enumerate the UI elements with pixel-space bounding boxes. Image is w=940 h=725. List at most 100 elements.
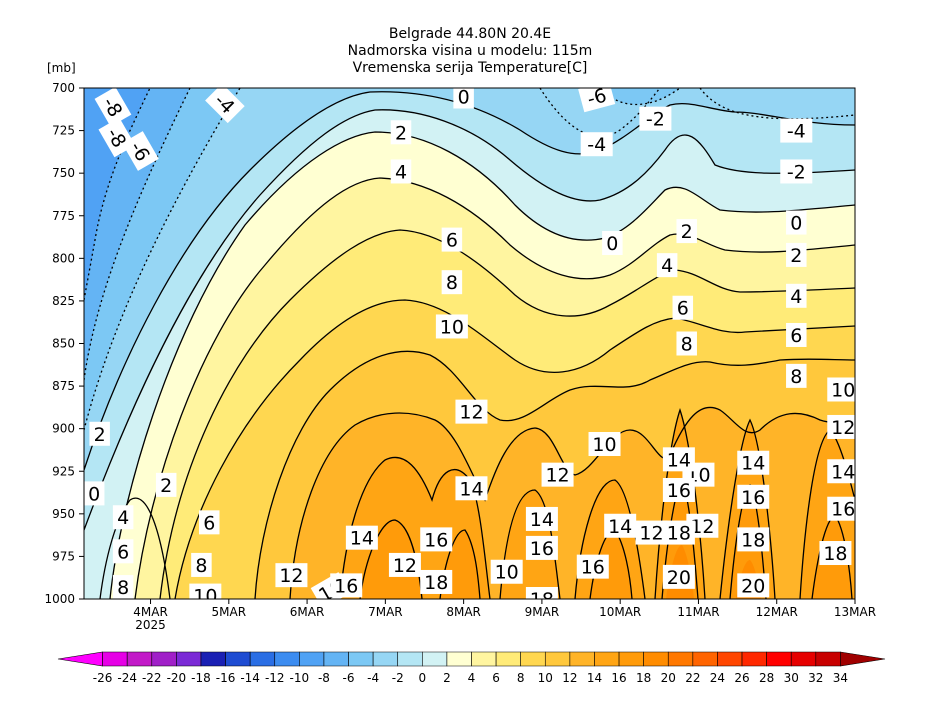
contour-label: 10 [189, 583, 222, 608]
contour-label: 10 [827, 377, 855, 402]
colorbar-label: -26 [93, 671, 113, 685]
contour-label-text: 6 [790, 325, 802, 347]
isoline-6 [134, 177, 855, 599]
contour-label: 16 [827, 496, 855, 521]
contour-label-text: 4 [790, 286, 802, 308]
x-tick-label: 5MAR [212, 605, 247, 619]
contour-label-text: 16 [424, 529, 448, 551]
contour-label: 8 [441, 270, 463, 295]
x-tick-label: 12MAR [756, 605, 798, 619]
colorbar-label: 32 [808, 671, 823, 685]
contour-label: 12 [635, 520, 668, 545]
contour-label-box [455, 476, 488, 501]
contour-label-text: 18 [667, 523, 691, 545]
isoline-minus-4 [84, 88, 191, 381]
y-tick-label: 900 [52, 422, 75, 436]
contour-label: 16 [525, 535, 558, 560]
contour-label-box [786, 283, 807, 308]
colorbar-swatch [692, 651, 718, 667]
colorbar-label: -24 [117, 671, 137, 685]
y-tick-label: 725 [52, 124, 75, 138]
colorbar-swatch [840, 651, 886, 667]
colorbar-swatch [323, 651, 349, 667]
contour-label: 10 [588, 431, 621, 456]
isoline-minus-6 [84, 88, 151, 301]
contour-label-box [84, 481, 105, 506]
contour-label-text: 0 [88, 483, 100, 505]
contour-label-box [388, 552, 421, 577]
contour-label-text: 12 [393, 555, 417, 577]
contour-label-box [94, 88, 132, 127]
contour-label-text: 10 [193, 586, 217, 608]
colorbar-label: 12 [562, 671, 577, 685]
contour-label-text: 8 [681, 334, 693, 356]
colorbar-swatch [299, 651, 325, 667]
colorbar-swatch [471, 651, 497, 667]
contour-label-box [390, 159, 412, 184]
colorbar-swatch [126, 651, 153, 667]
colorbar-label: 6 [492, 671, 500, 685]
contour-label-box [198, 510, 220, 535]
contour-label-box [525, 506, 558, 531]
contour-label-text: 4 [661, 255, 673, 277]
contour-label-box [786, 363, 807, 388]
contour-label-box [639, 106, 672, 131]
colorbar-label: 24 [710, 671, 725, 685]
contour-label-box [420, 527, 453, 552]
band-18 [360, 480, 852, 599]
y-axis: 700 725 750 775 800 825 850 875 900 925 950 975 1000 [44, 81, 84, 606]
contour-label: 6 [198, 510, 220, 535]
colorbar-swatch [667, 651, 694, 667]
contour-label-text: -2 [646, 109, 665, 131]
contour-label: 12 [827, 414, 855, 439]
colorbar-swatch [790, 651, 817, 667]
contour-label-box [275, 563, 308, 588]
contour-label: 2 [390, 120, 412, 145]
contour-label: 18 [662, 520, 695, 545]
x-tick-label: 11MAR [677, 605, 719, 619]
contour-label: 0 [602, 231, 623, 256]
contour-label: 16 [737, 484, 770, 509]
contour-label-box [786, 242, 807, 267]
contour-label-text: 6 [677, 298, 689, 320]
contour-label-text: 6 [203, 512, 215, 534]
contour-label-box [676, 331, 697, 356]
contour-label-text: 16 [831, 499, 855, 521]
y-tick-label: 800 [52, 251, 75, 265]
contour-label-box [827, 496, 855, 521]
contour-label: 14 [345, 525, 378, 550]
contour-label-text: 10 [495, 562, 519, 584]
contour-label-box [676, 219, 697, 244]
x-tick-label: 13MAR [834, 605, 876, 619]
y-tick-label: 850 [52, 337, 75, 351]
x-tick-label: 8MAR [446, 605, 481, 619]
contour-label: 16 [662, 477, 695, 502]
contour-label-box [441, 227, 463, 252]
contour-label-box [662, 447, 695, 472]
contour-label-text: 12 [639, 523, 663, 545]
colorbar-label: 28 [759, 671, 774, 685]
isoline-12 [254, 350, 855, 599]
contour-label-box [453, 88, 474, 109]
isoline-10 [174, 299, 855, 599]
contour-label-box [189, 583, 222, 599]
colorbar-label: -2 [392, 671, 404, 685]
colorbar-label: 26 [734, 671, 749, 685]
contour-label-box [330, 573, 363, 598]
colorbar-swatch [569, 651, 595, 667]
x-tick-label: 10MAR [599, 605, 641, 619]
contour-label: 2 [155, 472, 177, 497]
colorbar-label: -12 [265, 671, 285, 685]
colorbar-label: -4 [367, 671, 379, 685]
contour-label-box [827, 459, 855, 484]
contour-label: 0 [84, 481, 105, 506]
colorbar-label: 14 [587, 671, 602, 685]
contour-label-text: 16 [667, 480, 691, 502]
contour-label-box [786, 210, 807, 235]
contour-label-text: -4 [587, 134, 606, 156]
contour-label: -2 [639, 106, 672, 131]
contour-label: -4 [580, 132, 613, 157]
y-tick-label: 775 [52, 209, 75, 223]
colorbar-swatch [618, 651, 644, 667]
